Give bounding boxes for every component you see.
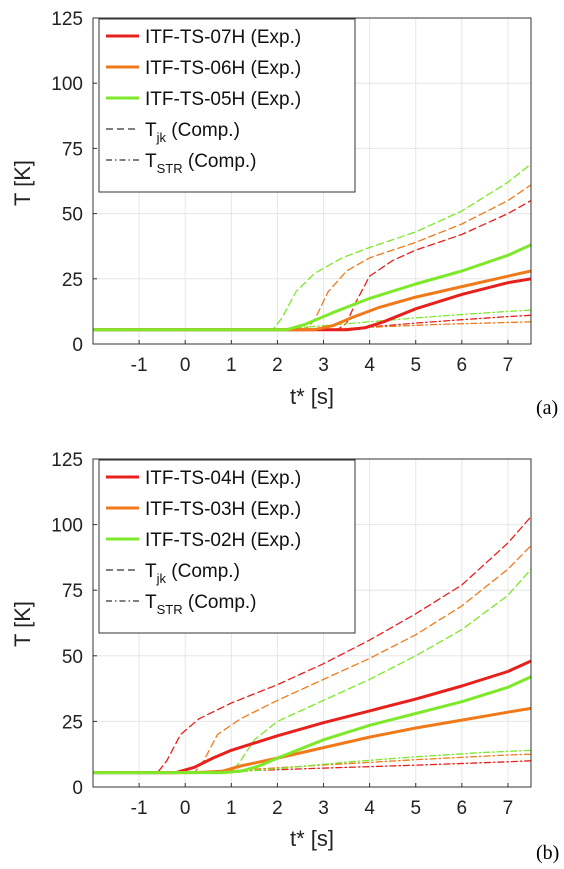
x-axis-label: t* [s] (290, 826, 334, 851)
legend-entry: ITF-TS-03H (Exp.) (145, 499, 301, 520)
legend-label: T (145, 120, 157, 141)
y-tick-label: 0 (72, 778, 83, 799)
legend: ITF-TS-07H (Exp.) ITF-TS-06H (Exp.) ITF-TS… (98, 18, 356, 193)
legend-box (98, 18, 356, 193)
legend-label: ITF-TS-02H (Exp.) (145, 530, 301, 551)
legend-label: ITF-TS-05H (Exp.) (145, 89, 301, 110)
y-tick-label: 50 (62, 647, 83, 668)
legend-suffix: (Comp.) (166, 561, 240, 582)
series-line-solid (93, 675, 531, 775)
legend-entry: Tjk (Comp.) (145, 120, 240, 145)
x-tick-label: 4 (364, 798, 375, 819)
legend-label: T (145, 592, 157, 613)
x-axis-label: t* [s] (290, 384, 334, 409)
y-tick-label: 75 (62, 581, 83, 602)
legend-suffix: (Comp.) (183, 592, 257, 613)
series-group (93, 516, 531, 775)
y-tick-label: 25 (62, 270, 83, 291)
series-line-dashdot (93, 309, 531, 331)
legend-subscript: jk (156, 130, 167, 145)
legend-entry: ITF-TS-07H (Exp.) (145, 27, 301, 48)
axes-frame (92, 458, 532, 788)
series-line-dashed (93, 199, 531, 331)
legend-entry: ITF-TS-04H (Exp.) (145, 468, 301, 489)
legend-suffix: (Comp.) (166, 120, 240, 141)
x-tick-label: 1 (226, 798, 237, 819)
series-line-solid (93, 269, 531, 332)
legend-entry: ITF-TS-02H (Exp.) (145, 530, 301, 551)
x-tick-label: 5 (410, 798, 421, 819)
y-tick-label: 0 (72, 335, 83, 356)
legend-label: ITF-TS-04H (Exp.) (145, 468, 301, 489)
x-tick-label: 2 (272, 355, 283, 376)
x-tick-label: 2 (272, 798, 283, 819)
legend-entry: ITF-TS-06H (Exp.) (145, 58, 301, 79)
x-tick-label: -1 (131, 355, 148, 376)
legend-subscript: STR (157, 602, 183, 617)
panel-label: (a) (536, 397, 558, 419)
y-tick-label: 100 (51, 516, 83, 537)
series-group (93, 163, 531, 332)
panel-label: (b) (536, 842, 559, 864)
y-tick-label: 125 (51, 450, 83, 471)
legend-label: T (145, 151, 157, 172)
y-tick-label: 125 (51, 9, 83, 30)
legend-suffix: (Comp.) (183, 151, 257, 172)
x-tick-label: 7 (503, 355, 514, 376)
y-axis-label: T [K] (10, 160, 35, 206)
x-tick-label: 3 (318, 798, 329, 819)
series-line-dashed (93, 516, 531, 774)
legend-label: ITF-TS-07H (Exp.) (145, 27, 301, 48)
legend-box (98, 459, 356, 634)
legend-label: T (145, 561, 157, 582)
y-axis-label: T [K] (10, 601, 35, 647)
x-tick-label: 7 (503, 798, 514, 819)
series-line-dashed (93, 568, 531, 774)
x-tick-label: 3 (318, 355, 329, 376)
chart-panel-a: -1 0 1 2 3 4 5 6 7 0 25 50 75 100 125 t* [s] T [K] (a) ITF… (10, 9, 558, 419)
legend-entry: Tjk (Comp.) (145, 561, 240, 586)
series-line-dashed (93, 163, 531, 331)
legend-entry: TSTR (Comp.) (145, 592, 257, 617)
y-tick-label: 100 (51, 74, 83, 95)
series-line-dashdot (93, 753, 531, 774)
legend-entry: TSTR (Comp.) (145, 151, 257, 176)
legend-label: ITF-TS-03H (Exp.) (145, 499, 301, 520)
x-tick-label: 0 (180, 355, 191, 376)
series-line-solid (93, 277, 531, 332)
x-tick-label: -1 (131, 798, 148, 819)
y-tick-label: 25 (62, 712, 83, 733)
series-line-solid (93, 659, 531, 775)
legend-entry: ITF-TS-05H (Exp.) (145, 89, 301, 110)
legend-label: ITF-TS-06H (Exp.) (145, 58, 301, 79)
x-tick-label: 1 (226, 355, 237, 376)
legend: ITF-TS-04H (Exp.) ITF-TS-03H (Exp.) ITF-TS… (98, 459, 356, 634)
x-tick-label: 5 (410, 355, 421, 376)
y-tick-label: 50 (62, 205, 83, 226)
series-line-solid (93, 243, 531, 332)
legend-subscript: STR (157, 161, 183, 176)
x-tick-label: 6 (457, 355, 468, 376)
x-tick-label: 4 (364, 355, 375, 376)
series-line-dashed (93, 184, 531, 331)
legend-subscript: jk (156, 571, 167, 586)
x-tick-label: 6 (457, 798, 468, 819)
chart-panel-b: -1 0 1 2 3 4 5 6 7 0 25 50 75 100 125 t* [s] T [K] (b) ITF… (10, 450, 559, 864)
x-tick-label: 0 (180, 798, 191, 819)
y-tick-label: 75 (62, 139, 83, 160)
axes-frame (92, 17, 532, 345)
